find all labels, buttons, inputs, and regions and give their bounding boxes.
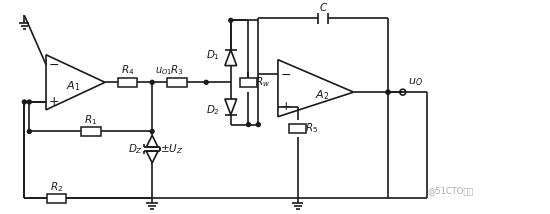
Text: $R_3$: $R_3$ xyxy=(170,64,183,77)
Text: $A_2$: $A_2$ xyxy=(315,88,329,102)
Circle shape xyxy=(386,90,390,94)
Text: $R_1$: $R_1$ xyxy=(84,113,97,126)
Bar xyxy=(240,78,257,87)
Text: $R_4$: $R_4$ xyxy=(121,64,134,77)
Circle shape xyxy=(386,90,390,94)
Circle shape xyxy=(28,129,31,133)
Circle shape xyxy=(229,18,233,22)
Text: $C$: $C$ xyxy=(318,1,328,13)
Text: $D_Z$: $D_Z$ xyxy=(128,142,143,156)
Text: $+$: $+$ xyxy=(48,95,59,108)
Circle shape xyxy=(28,100,31,104)
Circle shape xyxy=(150,80,154,84)
Text: $R_2$: $R_2$ xyxy=(50,181,63,194)
Bar xyxy=(81,127,101,136)
Bar xyxy=(118,78,138,87)
Bar xyxy=(289,124,306,133)
Text: $A_1$: $A_1$ xyxy=(67,79,81,93)
Text: $R_5$: $R_5$ xyxy=(305,122,318,135)
Text: $+$: $+$ xyxy=(280,100,292,113)
Text: $D_2$: $D_2$ xyxy=(206,103,220,117)
Bar xyxy=(167,78,186,87)
Circle shape xyxy=(204,80,208,84)
Circle shape xyxy=(246,123,250,126)
Bar xyxy=(47,194,66,203)
Text: @51CTO博客: @51CTO博客 xyxy=(427,186,474,195)
Text: $D_1$: $D_1$ xyxy=(206,48,220,62)
Circle shape xyxy=(23,100,26,104)
Text: $u_{O1}$: $u_{O1}$ xyxy=(155,66,172,77)
Circle shape xyxy=(150,129,154,133)
Text: $-$: $-$ xyxy=(280,68,292,81)
Text: $\pm U_Z$: $\pm U_Z$ xyxy=(160,142,184,156)
Text: $R_w$: $R_w$ xyxy=(255,75,270,89)
Circle shape xyxy=(256,123,260,126)
Text: $-$: $-$ xyxy=(48,58,59,71)
Text: $u_O$: $u_O$ xyxy=(408,76,423,88)
